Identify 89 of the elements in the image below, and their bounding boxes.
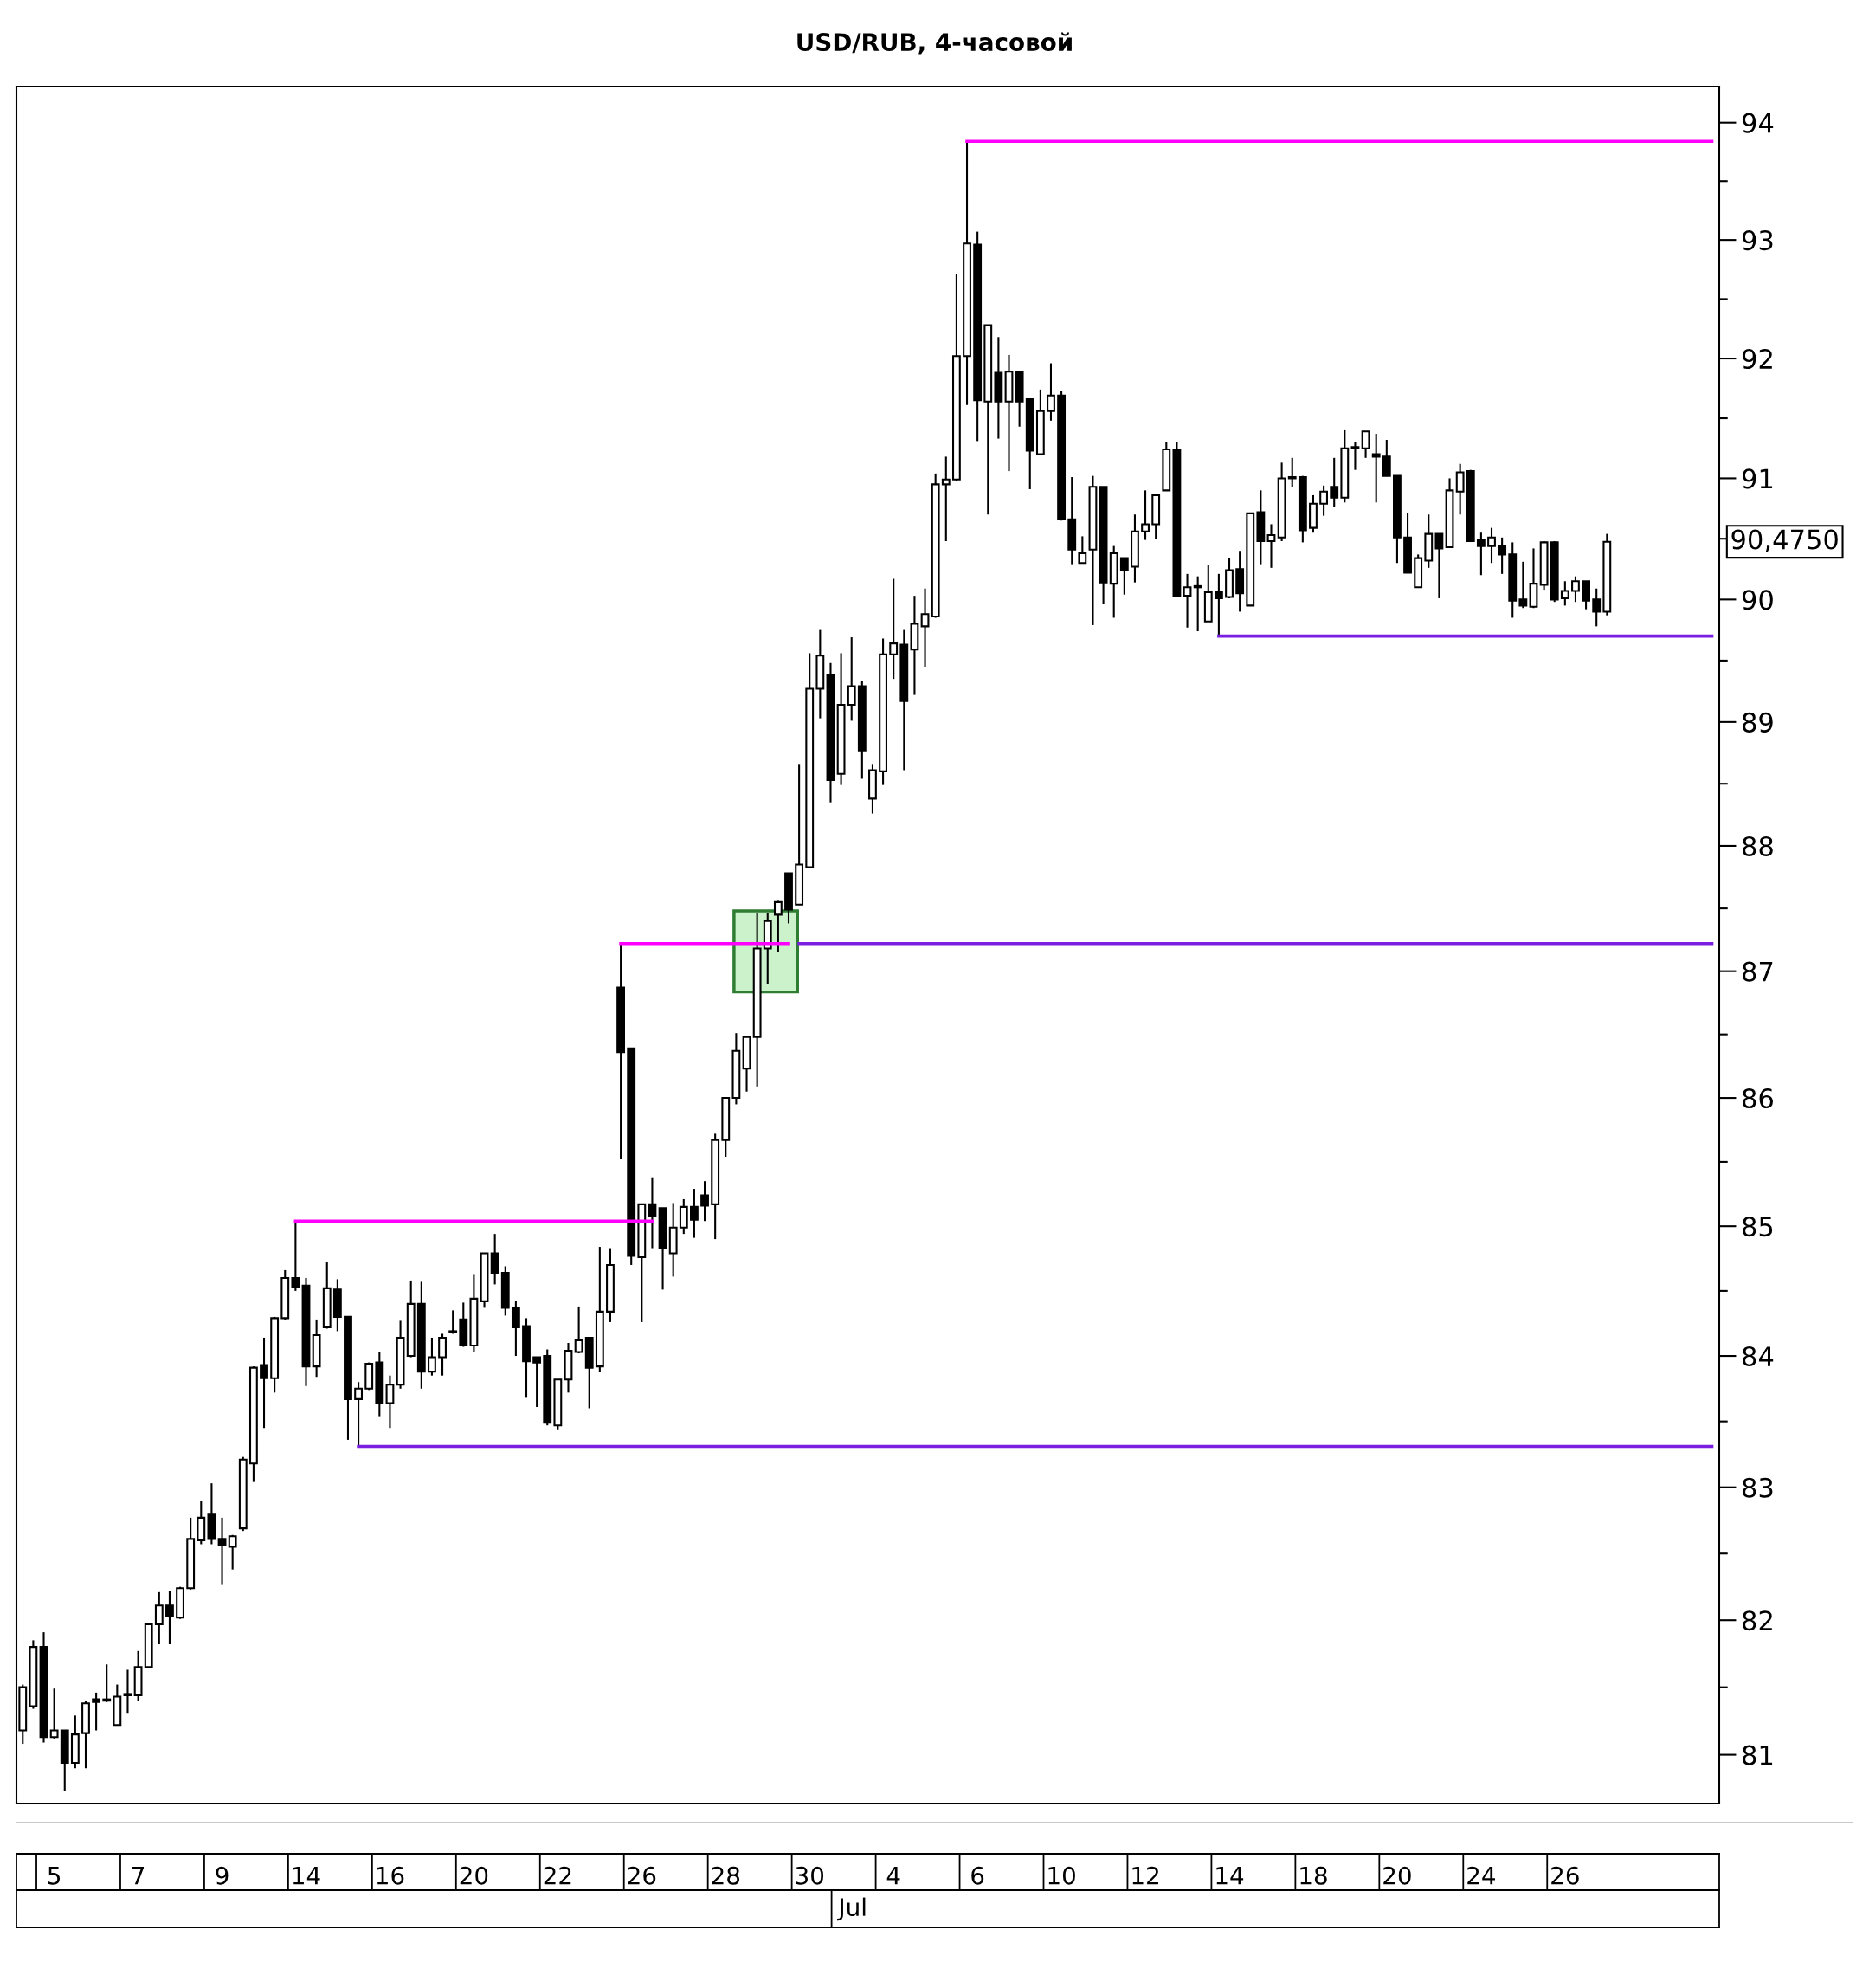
candlestick bbox=[690, 1188, 699, 1239]
x-tick-label: 6 bbox=[971, 1866, 984, 1885]
x-tick-label: 26 bbox=[628, 1866, 656, 1885]
candlestick bbox=[920, 587, 930, 668]
candlestick bbox=[847, 636, 856, 722]
y-tick-label: 84 bbox=[1743, 1346, 1774, 1367]
candlestick bbox=[1382, 438, 1391, 477]
candlestick bbox=[448, 1309, 458, 1335]
candlestick bbox=[1119, 557, 1129, 596]
x-tick-label: 20 bbox=[460, 1866, 488, 1885]
x-tick-label: 30 bbox=[796, 1866, 824, 1885]
candlestick bbox=[1487, 526, 1496, 565]
x-tick-label: 7 bbox=[132, 1867, 145, 1885]
x-tick-label: 5 bbox=[48, 1867, 61, 1885]
y-tick-label: 88 bbox=[1743, 836, 1773, 856]
candlestick bbox=[123, 1668, 132, 1714]
x-tick-label: 26 bbox=[1551, 1866, 1579, 1885]
candlestick bbox=[154, 1591, 164, 1646]
x-tick-label: 14 bbox=[293, 1867, 320, 1885]
x-tick-label: 16 bbox=[377, 1866, 404, 1885]
x-tick-label: 14 bbox=[1216, 1867, 1244, 1885]
candlestick bbox=[1350, 441, 1360, 471]
candlestick bbox=[260, 1336, 268, 1430]
y-tick-label: 91 bbox=[1742, 468, 1773, 489]
candlestick bbox=[532, 1356, 542, 1409]
x-tick-label: 12 bbox=[1132, 1866, 1158, 1885]
candlestick bbox=[1047, 362, 1055, 422]
candlestick bbox=[92, 1691, 101, 1732]
x-tick-label: 28 bbox=[712, 1866, 740, 1885]
candlestick bbox=[1371, 433, 1381, 504]
candlestick bbox=[1498, 536, 1507, 575]
x-tick-label: 20 bbox=[1383, 1866, 1411, 1885]
candlestick bbox=[291, 1220, 300, 1292]
y-tick-label: 92 bbox=[1742, 348, 1772, 370]
candlestick bbox=[1361, 430, 1370, 459]
y-tick-label: 94 bbox=[1742, 113, 1774, 133]
candlestick bbox=[428, 1336, 436, 1377]
candlestick bbox=[1330, 456, 1339, 508]
candlestick bbox=[574, 1305, 583, 1355]
y-tick-label: 81 bbox=[1743, 1745, 1773, 1765]
y-tick-label: 89 bbox=[1743, 712, 1773, 733]
candlestick bbox=[511, 1300, 520, 1358]
candlestick bbox=[700, 1180, 709, 1223]
candlestick bbox=[1193, 575, 1202, 633]
text: Jul bbox=[837, 1897, 866, 1921]
candlestick bbox=[889, 578, 899, 681]
candlestick bbox=[49, 1688, 59, 1740]
candlestick bbox=[648, 1176, 657, 1249]
candlestick bbox=[165, 1590, 174, 1646]
y-tick-label: 83 bbox=[1743, 1477, 1773, 1498]
candlestick bbox=[1518, 560, 1528, 610]
candlestick bbox=[1266, 523, 1276, 569]
y-tick-label: 86 bbox=[1743, 1088, 1773, 1109]
y-tick-label: 85 bbox=[1743, 1217, 1773, 1237]
candlestick bbox=[217, 1516, 227, 1585]
candlestick bbox=[1141, 489, 1150, 541]
candlestick bbox=[1434, 532, 1444, 599]
y-tick-label: 87 bbox=[1743, 961, 1773, 982]
candlestick bbox=[1571, 575, 1580, 604]
candlestick bbox=[490, 1233, 499, 1286]
candlestick bbox=[679, 1197, 688, 1236]
candlestick bbox=[438, 1333, 447, 1377]
x-tick-label: 18 bbox=[1300, 1866, 1327, 1885]
candlestick bbox=[1592, 587, 1602, 628]
chart-title: USD/RUB, 4-часовой bbox=[797, 32, 1072, 55]
candlestick bbox=[1214, 572, 1223, 637]
candlestick bbox=[1319, 484, 1329, 517]
text: 90,4750 bbox=[1731, 529, 1838, 552]
x-tick-label: 9 bbox=[216, 1866, 229, 1885]
y-tick-label: 90 bbox=[1742, 590, 1773, 610]
candlestick bbox=[1078, 535, 1087, 565]
candlestick bbox=[773, 900, 783, 953]
x-tick-label: 10 bbox=[1048, 1866, 1075, 1885]
candlestick bbox=[1455, 462, 1465, 516]
candlestick bbox=[354, 1381, 364, 1448]
y-tick-label: 93 bbox=[1742, 230, 1773, 251]
x-tick-label: 4 bbox=[886, 1867, 900, 1885]
candlestick bbox=[1476, 532, 1486, 577]
candlestick bbox=[941, 455, 951, 543]
y-tick-label: 82 bbox=[1743, 1610, 1772, 1631]
candlestick bbox=[228, 1533, 237, 1571]
candlestick bbox=[102, 1663, 112, 1703]
candlestick bbox=[1582, 580, 1590, 610]
candlestick bbox=[385, 1374, 395, 1430]
candlestick bbox=[1183, 572, 1192, 629]
x-tick-label: 24 bbox=[1467, 1866, 1495, 1885]
x-tick-label: 22 bbox=[544, 1866, 571, 1885]
candlestick bbox=[1287, 456, 1297, 488]
candlestick bbox=[1560, 580, 1569, 607]
